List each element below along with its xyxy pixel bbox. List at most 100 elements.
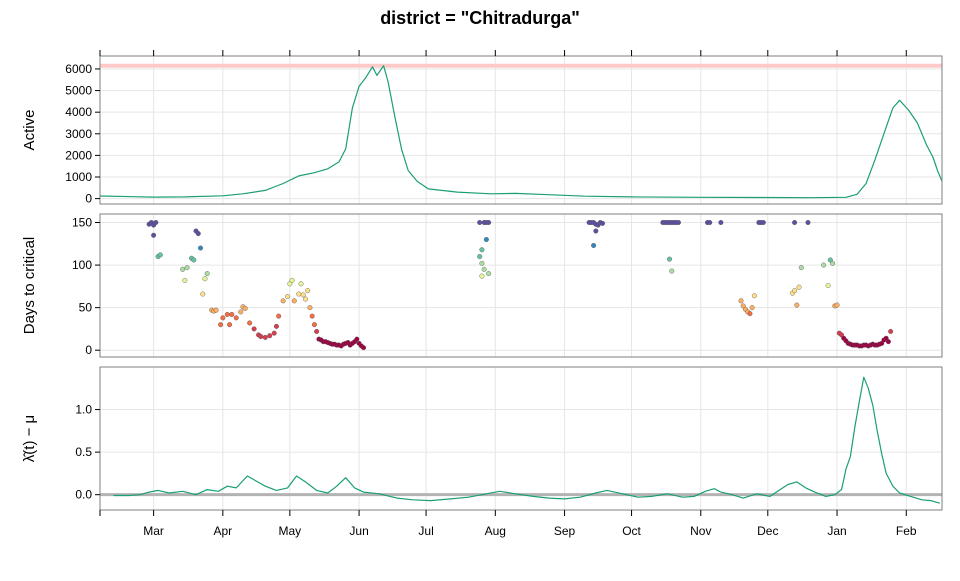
y-tick-label: 4000 bbox=[65, 105, 92, 119]
data-point bbox=[224, 311, 230, 317]
panel-2: 0 50 100 150 Days to critical bbox=[21, 213, 943, 358]
data-point bbox=[262, 334, 268, 340]
data-point bbox=[182, 277, 188, 283]
y-tick-label: 5000 bbox=[65, 84, 92, 98]
data-point bbox=[667, 256, 673, 262]
x-tick-label: Jan bbox=[827, 524, 846, 538]
data-point bbox=[361, 345, 367, 351]
data-point bbox=[309, 313, 315, 319]
data-point bbox=[258, 334, 264, 340]
data-point bbox=[798, 265, 804, 271]
data-point bbox=[213, 307, 219, 313]
data-point bbox=[792, 288, 798, 294]
data-point bbox=[220, 315, 226, 321]
data-point bbox=[184, 265, 190, 271]
panel-frame bbox=[99, 55, 943, 205]
data-point bbox=[229, 311, 235, 317]
data-point bbox=[200, 291, 206, 297]
x-tick-label: Nov bbox=[690, 524, 711, 538]
y-tick-label: 0.5 bbox=[75, 445, 92, 459]
y-tick-label: 0 bbox=[85, 343, 92, 357]
x-tick-label: Dec bbox=[757, 524, 778, 538]
data-point bbox=[834, 302, 840, 308]
data-point bbox=[202, 276, 208, 282]
data-point bbox=[300, 292, 306, 298]
x-tick-label: Apr bbox=[213, 524, 232, 538]
data-point bbox=[204, 271, 210, 277]
x-tick-label: Mar bbox=[143, 524, 164, 538]
data-point bbox=[794, 302, 800, 308]
data-point bbox=[477, 254, 483, 260]
data-point bbox=[242, 305, 248, 311]
data-point bbox=[481, 266, 487, 272]
x-tick-label: Feb bbox=[896, 524, 917, 538]
data-point bbox=[479, 260, 485, 266]
x-tick-label: Jul bbox=[418, 524, 433, 538]
y-tick-label: 50 bbox=[79, 301, 93, 315]
data-point bbox=[311, 322, 317, 328]
x-tick-label: Oct bbox=[622, 524, 641, 538]
chart-title: district = "Chitradurga" bbox=[380, 8, 580, 28]
data-point bbox=[271, 330, 277, 336]
data-point bbox=[354, 336, 360, 342]
data-point bbox=[218, 322, 224, 328]
y-tick-label: 100 bbox=[72, 258, 92, 272]
data-point bbox=[151, 232, 157, 238]
y-tick-label: 2000 bbox=[65, 148, 92, 162]
data-point bbox=[296, 291, 302, 297]
data-point bbox=[669, 268, 675, 274]
data-point bbox=[796, 284, 802, 290]
x-tick-label: Jun bbox=[349, 524, 368, 538]
data-point bbox=[233, 315, 239, 321]
data-point bbox=[227, 322, 233, 328]
data-point bbox=[738, 298, 744, 304]
data-point bbox=[267, 333, 273, 339]
data-point bbox=[285, 294, 291, 300]
data-point bbox=[477, 220, 483, 226]
data-point bbox=[195, 231, 201, 237]
data-point bbox=[273, 323, 279, 329]
y-axis-title: λ̂(t) − μ bbox=[21, 415, 38, 462]
panel-3: 0.0 0.5 1.0 λ̂(t) − μ bbox=[21, 366, 943, 511]
data-point bbox=[486, 220, 492, 226]
data-point bbox=[314, 328, 320, 334]
data-point bbox=[157, 252, 163, 258]
data-point bbox=[247, 320, 253, 326]
data-point bbox=[707, 220, 713, 226]
data-point bbox=[238, 309, 244, 315]
y-tick-label: 3000 bbox=[65, 127, 92, 141]
y-tick-label: 0 bbox=[85, 192, 92, 206]
x-tick-label: May bbox=[279, 524, 302, 538]
data-point bbox=[591, 242, 597, 248]
x-tick-label: Aug bbox=[485, 524, 506, 538]
y-tick-label: 1.0 bbox=[75, 403, 92, 417]
y-tick-label: 150 bbox=[72, 216, 92, 230]
data-point bbox=[198, 245, 204, 251]
data-point bbox=[479, 273, 485, 279]
data-point bbox=[593, 228, 599, 234]
data-point bbox=[821, 262, 827, 268]
data-point bbox=[747, 311, 753, 317]
data-point bbox=[153, 220, 159, 226]
data-point bbox=[718, 220, 724, 226]
data-point bbox=[479, 247, 485, 253]
data-point bbox=[191, 257, 197, 263]
y-axis-title: Active bbox=[21, 110, 38, 151]
data-point bbox=[675, 220, 681, 226]
data-point bbox=[305, 288, 311, 294]
series-line-3 bbox=[113, 376, 940, 504]
data-point bbox=[760, 220, 766, 226]
data-point bbox=[298, 281, 304, 287]
x-tick-label: Sep bbox=[554, 524, 576, 538]
data-point bbox=[483, 237, 489, 243]
y-axis-title: Days to critical bbox=[21, 237, 38, 335]
data-point bbox=[792, 220, 798, 226]
data-point bbox=[302, 296, 308, 302]
data-point bbox=[251, 326, 257, 332]
series-line-1 bbox=[99, 65, 943, 199]
panel-frame bbox=[99, 213, 943, 358]
data-point bbox=[486, 271, 492, 277]
y-tick-label: 6000 bbox=[65, 62, 92, 76]
